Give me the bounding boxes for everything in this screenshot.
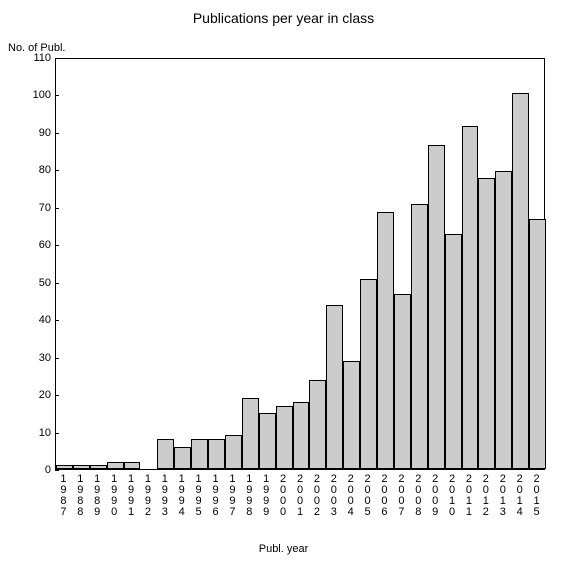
bar (107, 462, 124, 469)
bar (259, 413, 276, 469)
bar (445, 234, 462, 469)
x-tick-label: 1987 (58, 474, 68, 518)
x-tick-label: 1993 (160, 474, 170, 518)
bar (326, 305, 343, 469)
x-tick-label: 2013 (498, 474, 508, 518)
y-tick-mark (55, 245, 59, 246)
y-tick-mark (55, 58, 59, 59)
bar (73, 465, 90, 469)
bar (529, 219, 546, 469)
bar (462, 126, 479, 469)
x-tick-label: 2010 (447, 474, 457, 518)
bar (360, 279, 377, 469)
x-tick-label: 1990 (109, 474, 119, 518)
y-tick-label: 20 (39, 389, 51, 401)
bar (124, 462, 141, 469)
x-tick-label: 1996 (211, 474, 221, 518)
x-axis-label: Publ. year (0, 543, 567, 555)
y-tick-label: 60 (39, 239, 51, 251)
bar (208, 439, 225, 469)
x-tick-label: 1991 (126, 474, 136, 518)
bar (191, 439, 208, 469)
y-tick-mark (55, 95, 59, 96)
x-tick-label: 2002 (312, 474, 322, 518)
y-tick-label: 90 (39, 127, 51, 139)
y-tick-label: 100 (33, 89, 51, 101)
x-tick-label: 2004 (346, 474, 356, 518)
bar (394, 294, 411, 469)
y-tick-mark (55, 133, 59, 134)
y-tick-label: 110 (33, 52, 51, 64)
y-tick-label: 0 (45, 464, 51, 476)
x-tick-label: 2012 (481, 474, 491, 518)
plot-area (55, 58, 545, 470)
y-tick-mark (55, 470, 59, 471)
x-tick-label: 2001 (295, 474, 305, 518)
x-tick-label: 1988 (75, 474, 85, 518)
x-tick-label: 2014 (515, 474, 525, 518)
x-tick-label: 2009 (430, 474, 440, 518)
chart-title: Publications per year in class (0, 10, 567, 26)
bar (242, 398, 259, 469)
x-tick-label: 2011 (464, 474, 474, 518)
x-tick-label: 1994 (177, 474, 187, 518)
chart-container: Publications per year in class No. of Pu… (0, 0, 567, 567)
bar (428, 145, 445, 469)
y-tick-mark (55, 320, 59, 321)
bar (293, 402, 310, 469)
bar (56, 465, 73, 469)
bar (377, 212, 394, 469)
x-tick-label: 2000 (278, 474, 288, 518)
bar (157, 439, 174, 469)
x-tick-label: 1998 (244, 474, 254, 518)
y-tick-label: 40 (39, 314, 51, 326)
x-tick-label: 2006 (379, 474, 389, 518)
x-tick-label: 1992 (143, 474, 153, 518)
x-tick-label: 1989 (92, 474, 102, 518)
bar (478, 178, 495, 469)
x-tick-label: 2007 (396, 474, 406, 518)
x-tick-label: 1995 (194, 474, 204, 518)
bar (411, 204, 428, 469)
x-tick-label: 2008 (413, 474, 423, 518)
bar (309, 380, 326, 469)
x-tick-label: 1997 (227, 474, 237, 518)
bar (495, 171, 512, 469)
y-tick-label: 70 (39, 202, 51, 214)
y-tick-label: 10 (39, 427, 51, 439)
y-tick-mark (55, 170, 59, 171)
y-tick-mark (55, 208, 59, 209)
y-tick-label: 30 (39, 352, 51, 364)
y-tick-mark (55, 283, 59, 284)
bar (512, 93, 529, 469)
y-tick-label: 50 (39, 277, 51, 289)
x-tick-label: 2015 (532, 474, 542, 518)
bars-group (56, 59, 544, 469)
bar (276, 406, 293, 469)
x-tick-label: 2003 (329, 474, 339, 518)
bar (90, 465, 107, 469)
y-tick-mark (55, 358, 59, 359)
bar (225, 435, 242, 469)
x-tick-label: 1999 (261, 474, 271, 518)
x-tick-label: 2005 (363, 474, 373, 518)
y-tick-label: 80 (39, 164, 51, 176)
bar (174, 447, 191, 469)
bar (343, 361, 360, 469)
y-tick-mark (55, 395, 59, 396)
y-tick-mark (55, 433, 59, 434)
